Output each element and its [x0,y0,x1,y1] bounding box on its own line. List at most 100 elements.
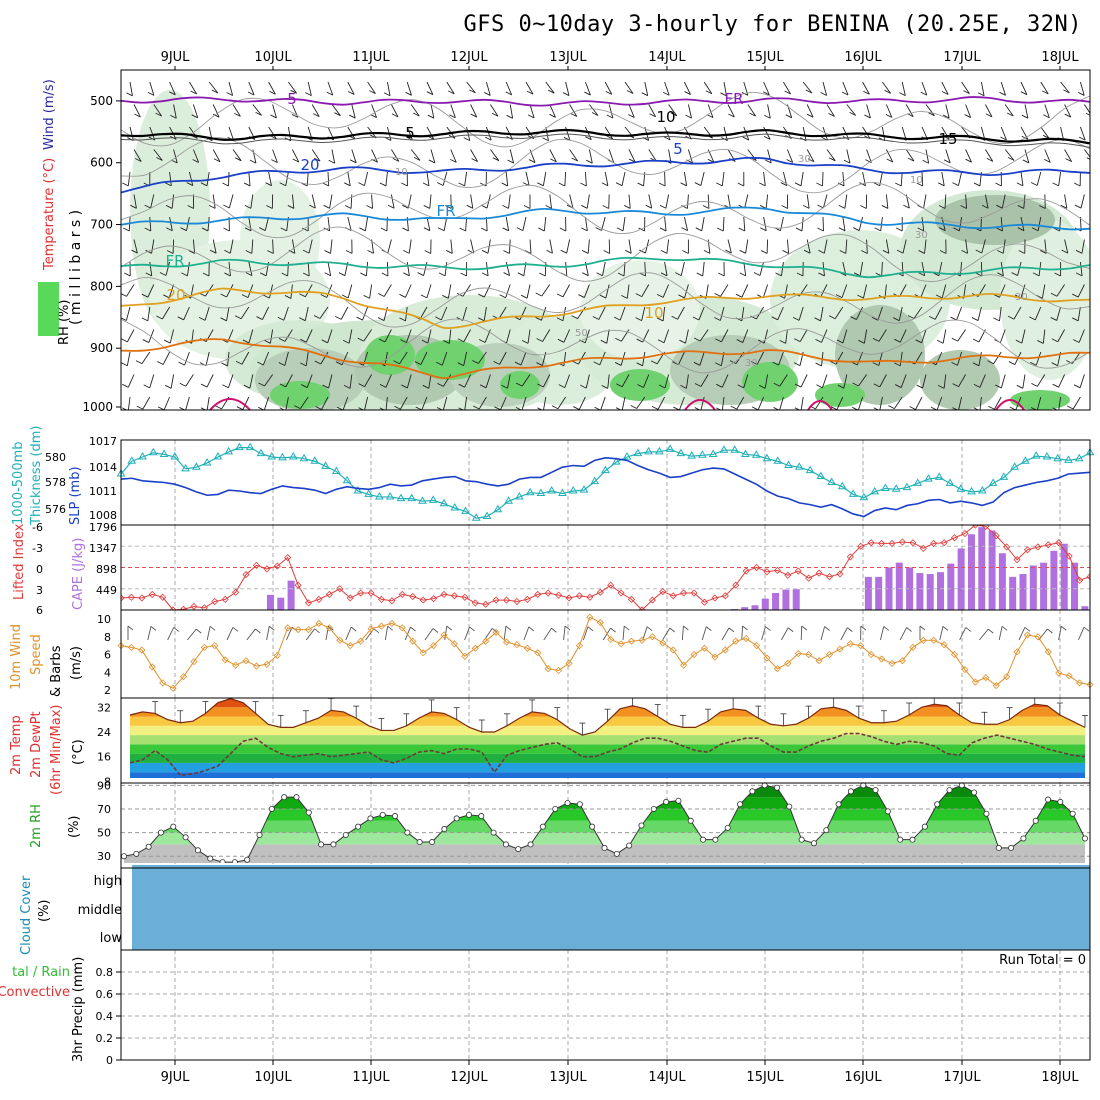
barb-flag [694,182,702,186]
barb-flag [322,384,329,389]
barb-staff [426,81,434,95]
ylabel-rh: RH (%) [57,300,72,345]
ylabel-rh2m-unit: (%) [67,816,82,839]
barb-flag [739,272,746,277]
surface-wind-barb [642,626,653,641]
barb-flag [232,626,239,632]
surface-wind-barb [444,625,453,641]
li-point [294,581,302,589]
x-tick-label-top: 18JUL [1041,50,1079,65]
barb-staff [204,306,210,321]
barb-staff [721,171,725,186]
wind-speed-point [794,650,802,658]
barb-staff [845,239,848,254]
barb-flag [671,315,678,320]
wind-barb [331,104,341,117]
li-point [284,554,292,562]
wind-barb [377,284,392,297]
rh-saturated [415,340,485,380]
barb-staff [364,171,369,186]
wind-speed-point [127,643,135,651]
barb-staff [965,104,972,118]
wind-barb [942,104,950,119]
panel-frame-wind [120,609,1091,699]
barb-staff [569,104,578,117]
cape-bar [906,567,914,610]
wind-speed-point [1065,672,1073,680]
wind-speed-point [471,644,479,652]
wind-barb [938,171,945,187]
wind-barb [252,104,262,116]
wind-barb [514,351,527,366]
wind-speed-point [732,637,740,645]
li-point [773,566,781,574]
wind-barb [536,329,551,342]
wind-barb [320,284,333,298]
barb-staff [648,104,656,117]
barb-flag [605,90,612,95]
barb-flag [378,338,386,343]
wind-barb [288,81,297,94]
wind-speed-point [878,655,886,663]
thickness-point [837,481,847,490]
barb-flag [278,362,285,366]
thickness-point [644,446,653,455]
thickness-point [159,449,169,457]
barb-staff [934,306,943,320]
barb-staff [165,261,171,276]
barb-flag [679,339,686,344]
thickness-point [870,486,880,495]
wind-barb [515,374,531,387]
wind-barb [424,239,432,254]
barb-flag [169,91,176,96]
wind-barb [580,374,590,389]
barb-flag [560,249,567,254]
barb-staff [662,306,666,321]
barb-flag [1078,92,1085,96]
li-point [513,597,521,606]
wind-speed-line [120,616,1091,689]
wind-speed-point [669,646,677,654]
barb-staff [862,81,870,95]
barb-staff [499,351,507,365]
barb-staff [127,374,135,388]
barb-staff [721,627,730,641]
li-point [1023,546,1032,554]
barb-flag [938,227,946,231]
li-point [857,542,865,550]
barb-staff [858,216,864,231]
rh-point [515,846,522,853]
wind-barb [579,329,590,344]
barb-flag [763,91,770,96]
wind-barb [975,261,983,277]
wind-speed-point [982,674,990,682]
isotherm-2 [121,156,1090,194]
wind-barb [828,306,844,320]
thickness-point [1031,451,1041,459]
wind-barb [918,261,926,277]
barb-staff [686,374,689,389]
contour-label: 10 [644,304,663,322]
barb-flag [358,383,365,388]
barb-staff [147,306,151,321]
ylabel-slp: SLP (mb) [68,466,83,525]
rh-point [355,823,362,830]
wind-barb [814,306,824,322]
wind-barb [636,351,646,367]
barb-staff [229,239,234,254]
wind-speed-point [398,624,406,632]
barb-staff [899,627,907,641]
barb-flag [551,627,557,633]
barb-flag [615,407,622,410]
barb-staff [620,329,630,342]
thickness-point [891,484,901,492]
rh-point [798,836,805,843]
barb-staff [385,374,392,388]
barb-staff [999,306,1002,321]
surface-wind-barb [325,625,334,641]
barb-staff [442,374,452,387]
wind-barb [774,216,784,232]
barb-flag [935,294,943,299]
ylabel-wind: Wind (m/s) [42,79,57,150]
rh-point [219,859,226,863]
